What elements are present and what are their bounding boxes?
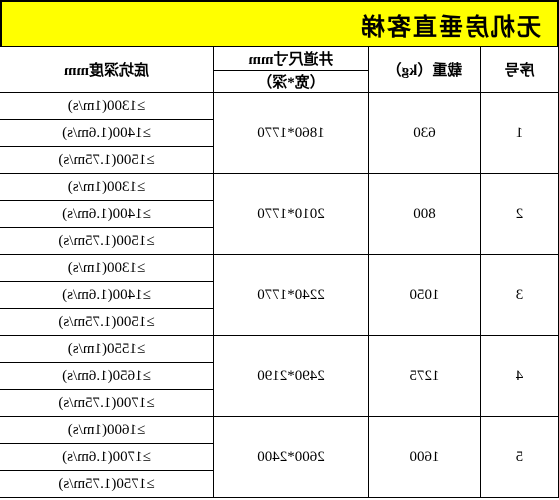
header-depth: 底坑深度mm	[0, 47, 214, 93]
header-size-sub: （宽*深）	[214, 71, 369, 93]
cell-depth: ≥1400(1.6m/s)	[0, 282, 214, 309]
header-size: 井道尺寸mm	[214, 47, 369, 71]
cell-load: 1600	[369, 417, 481, 498]
cell-depth: ≥1700(1.75m/s)	[0, 390, 214, 417]
page-title: 无机房垂直客梯	[359, 7, 541, 42]
cell-size: 2600*2400	[214, 417, 369, 498]
cell-size: 2010*1770	[214, 174, 369, 255]
header-seq: 序号	[481, 47, 559, 93]
cell-seq: 5	[481, 417, 559, 498]
cell-seq: 3	[481, 255, 559, 336]
cell-depth: ≥1300(1m/s)	[0, 255, 214, 282]
cell-depth: ≥1500(1.75m/s)	[0, 147, 214, 174]
cell-size: 1860*1770	[214, 93, 369, 174]
cell-load: 630	[369, 93, 481, 174]
cell-depth: ≥1300(1m/s)	[0, 174, 214, 201]
cell-depth: ≥1400(1.6m/s)	[0, 120, 214, 147]
cell-depth: ≥1400(1.6m/s)	[0, 201, 214, 228]
cell-size: 2490*2190	[214, 336, 369, 417]
cell-seq: 1	[481, 93, 559, 174]
cell-load: 1050	[369, 255, 481, 336]
cell-seq: 2	[481, 174, 559, 255]
cell-size: 2240*1770	[214, 255, 369, 336]
cell-seq: 4	[481, 336, 559, 417]
table-row: 412752490*2190≥1550(1m/s)	[0, 336, 559, 363]
cell-depth: ≥1650(1.6m/s)	[0, 363, 214, 390]
table-row: 310502240*1770≥1300(1m/s)	[0, 255, 559, 282]
cell-load: 1275	[369, 336, 481, 417]
table-row: 16301860*1770≥1300(1m/s)	[0, 93, 559, 120]
elevator-spec-table: 序号 载重（kg） 井道尺寸mm 底坑深度mm （宽*深） 16301860*1…	[0, 46, 559, 498]
table-row: 516002600*2400≥1600(1m/s)	[0, 417, 559, 444]
header-load: 载重（kg）	[369, 47, 481, 93]
table-row: 28002010*1770≥1300(1m/s)	[0, 174, 559, 201]
cell-depth: ≥1500(1.75m/s)	[0, 228, 214, 255]
cell-depth: ≥1550(1m/s)	[0, 336, 214, 363]
cell-depth: ≥1500(1.75m/s)	[0, 309, 214, 336]
cell-load: 800	[369, 174, 481, 255]
cell-depth: ≥1300(1m/s)	[0, 93, 214, 120]
cell-depth: ≥1700(1.6m/s)	[0, 444, 214, 471]
cell-depth: ≥1600(1m/s)	[0, 417, 214, 444]
cell-depth: ≥1750(1.75m/s)	[0, 471, 214, 498]
title-bar: 无机房垂直客梯	[0, 0, 559, 46]
